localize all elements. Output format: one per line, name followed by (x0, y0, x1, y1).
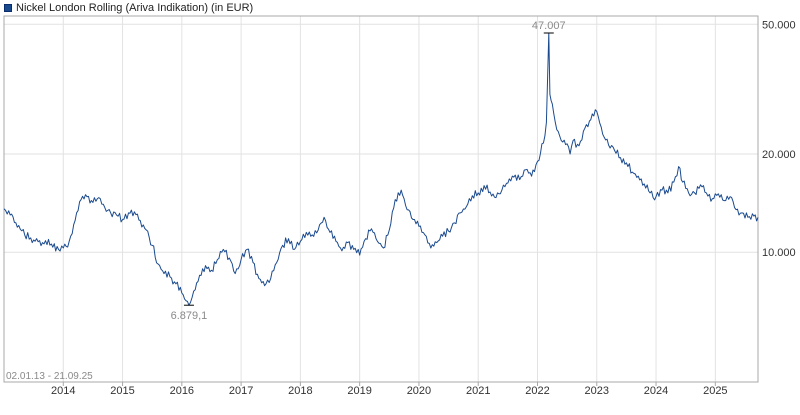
x-tick-label: 2022 (525, 385, 549, 397)
y-tick-label: 50.000 (762, 19, 796, 31)
y-axis-ticks: 10.000 20.000 50.000 (762, 19, 796, 259)
x-tick-label: 2024 (644, 385, 668, 397)
min-value-label: 6.879,1 (171, 310, 208, 322)
date-range-label: 02.01.13 - 21.09.25 (6, 371, 93, 382)
y-tick-label: 10.000 (762, 247, 796, 259)
legend-label: Nickel London Rolling (Ariva Indikation)… (16, 2, 254, 14)
legend-swatch (4, 4, 12, 12)
plot-border (3, 15, 759, 383)
x-tick-label: 2023 (585, 385, 609, 397)
annotation-layer: 47.007 6.879,1 (171, 20, 566, 322)
x-tick-label: 2015 (110, 385, 134, 397)
x-tick-label: 2016 (170, 385, 194, 397)
legend: Nickel London Rolling (Ariva Indikation)… (4, 1, 253, 15)
x-tick-label: 2017 (229, 385, 253, 397)
series-layer (3, 32, 759, 306)
x-axis-ticks: 2014 2015 2016 2017 2018 2019 2020 2021 2022 2023… (51, 382, 728, 397)
y-tick-label: 20.000 (762, 149, 796, 161)
max-value-label: 47.007 (532, 20, 566, 32)
x-tick-label: 2019 (347, 385, 371, 397)
x-tick-label: 2020 (407, 385, 431, 397)
price-line (3, 32, 759, 306)
x-tick-label: 2018 (288, 385, 312, 397)
x-tick-label: 2014 (51, 385, 75, 397)
x-tick-label: 2021 (466, 385, 490, 397)
plot-frame (3, 15, 759, 383)
x-tick-label: 2025 (703, 385, 727, 397)
grid-lines (4, 16, 758, 382)
